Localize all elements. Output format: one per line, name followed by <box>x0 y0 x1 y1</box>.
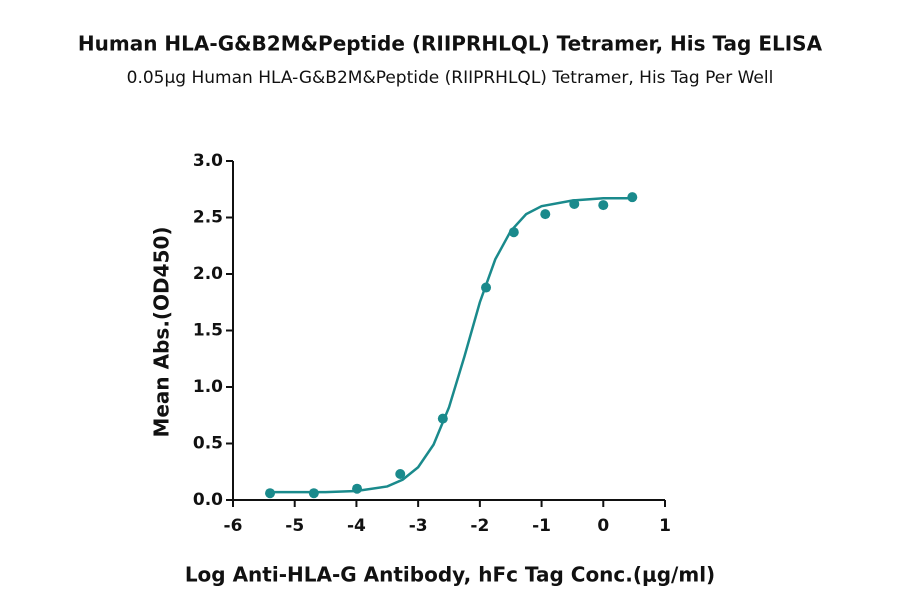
data-point <box>569 198 580 209</box>
chart-subtitle: 0.05μg Human HLA-G&B2M&Peptide (RIIPRHLQ… <box>127 68 774 88</box>
data-point <box>627 192 638 203</box>
y-tick-label: 1.0 <box>193 377 223 397</box>
x-tick-label: -5 <box>285 516 304 536</box>
data-point <box>508 227 519 238</box>
x-tick-label: -6 <box>224 516 243 536</box>
data-point <box>598 200 609 211</box>
data-point <box>481 282 492 293</box>
data-point <box>352 483 363 494</box>
data-point <box>437 413 448 424</box>
y-tick-label: 1.5 <box>193 321 223 341</box>
fit-curve <box>270 197 635 494</box>
x-tick-label: -4 <box>347 516 366 536</box>
x-tick-label: 1 <box>659 516 671 536</box>
y-tick-label: 0.0 <box>193 490 223 510</box>
data-point <box>395 469 406 480</box>
x-tick-label: -1 <box>532 516 551 536</box>
x-tick-label: -3 <box>409 516 428 536</box>
y-tick-label: 3.0 <box>193 151 223 171</box>
data-point <box>265 488 276 499</box>
x-tick-label: 0 <box>597 516 609 536</box>
chart-title: Human HLA-G&B2M&Peptide (RIIPRHLQL) Tetr… <box>78 32 823 56</box>
y-tick-label: 0.5 <box>193 434 223 454</box>
y-tick-label: 2.0 <box>193 264 223 284</box>
y-axis-label: Mean Abs.(OD450) <box>150 226 174 437</box>
data-point <box>308 488 319 499</box>
x-axis-label: Log Anti-HLA-G Antibody, hFc Tag Conc.(μ… <box>185 563 715 587</box>
data-point <box>540 209 551 220</box>
y-tick-label: 2.5 <box>193 208 223 228</box>
x-tick-label: -2 <box>470 516 489 536</box>
